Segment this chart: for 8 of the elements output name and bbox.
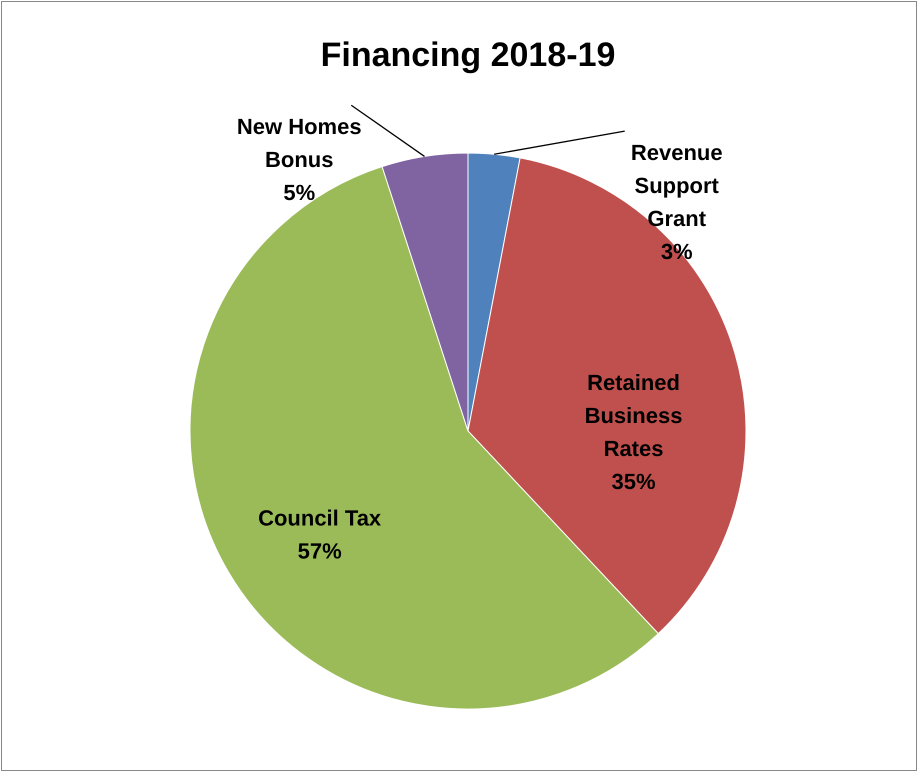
slice-label: Retained Business Rates bbox=[584, 370, 682, 461]
data-label: 5% bbox=[283, 180, 316, 206]
slice-label: Council Tax bbox=[258, 506, 382, 531]
slice-label: New Homes Bonus bbox=[236, 114, 362, 172]
data-label: 35% bbox=[611, 468, 656, 494]
chart-title: Financing 2018-19 bbox=[320, 36, 616, 74]
slice-label: Revenue Support Grant bbox=[630, 140, 723, 232]
data-label: 57% bbox=[298, 538, 342, 564]
